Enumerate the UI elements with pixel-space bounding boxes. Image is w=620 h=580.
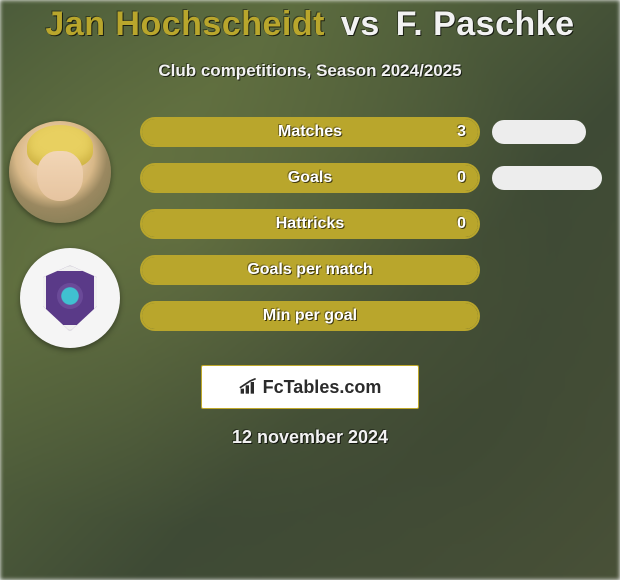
stat-row: Hattricks0 bbox=[140, 209, 480, 239]
stat-row: Min per goal bbox=[140, 301, 480, 331]
date-text: 12 november 2024 bbox=[0, 427, 620, 448]
stat-label: Hattricks bbox=[142, 211, 478, 237]
opponent-stat-row bbox=[492, 163, 602, 193]
stat-value: 0 bbox=[457, 211, 466, 237]
stat-value: 3 bbox=[457, 119, 466, 145]
stat-label: Matches bbox=[142, 119, 478, 145]
stat-label: Goals bbox=[142, 165, 478, 191]
title-player2: F. Paschke bbox=[396, 5, 575, 43]
opponent-bar-fill bbox=[492, 120, 586, 144]
stat-row: Goals per match bbox=[140, 255, 480, 285]
player1-avatar bbox=[9, 121, 111, 223]
opponent-bar-column bbox=[492, 117, 602, 347]
stat-label: Min per goal bbox=[142, 303, 478, 329]
brand-badge[interactable]: FcTables.com bbox=[201, 365, 419, 409]
brand-text: FcTables.com bbox=[263, 377, 382, 398]
player1-bar-column: Matches3Goals0Hattricks0Goals per matchM… bbox=[140, 117, 480, 347]
stat-label: Goals per match bbox=[142, 257, 478, 283]
title-player1: Jan Hochscheidt bbox=[45, 5, 325, 43]
subtitle: Club competitions, Season 2024/2025 bbox=[0, 61, 620, 81]
opponent-bar-fill bbox=[492, 166, 602, 190]
opponent-stat-row bbox=[492, 255, 602, 285]
bar-chart-icon bbox=[239, 378, 259, 396]
title-vs: vs bbox=[341, 5, 380, 43]
opponent-stat-row bbox=[492, 301, 602, 331]
stats-area: Matches3Goals0Hattricks0Goals per matchM… bbox=[0, 123, 620, 353]
stat-row: Goals0 bbox=[140, 163, 480, 193]
stat-row: Matches3 bbox=[140, 117, 480, 147]
player2-club-badge bbox=[20, 248, 120, 348]
opponent-stat-row bbox=[492, 209, 602, 239]
opponent-stat-row bbox=[492, 117, 602, 147]
page-title: Jan Hochscheidt vs F. Paschke bbox=[0, 6, 620, 43]
stat-value: 0 bbox=[457, 165, 466, 191]
club-crest-icon bbox=[40, 265, 100, 331]
